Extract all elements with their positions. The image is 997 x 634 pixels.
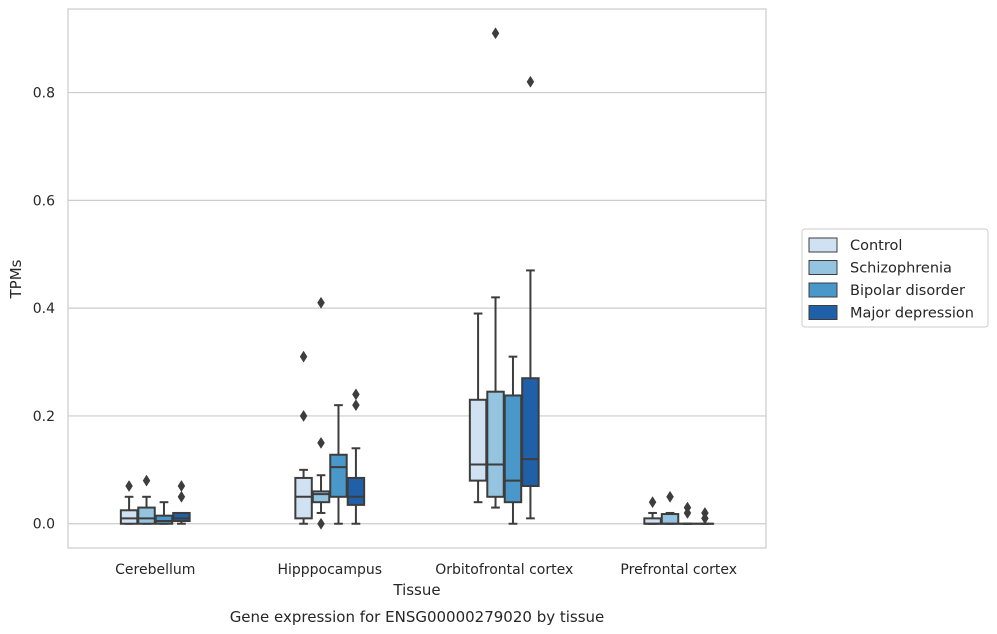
- box-control: [119, 480, 139, 525]
- outlier-marker: [299, 409, 308, 422]
- plot-frame: [67, 8, 767, 549]
- box-major-depression: [521, 75, 540, 520]
- y-tick-label: 0.0: [33, 517, 55, 533]
- box-control: [294, 350, 313, 525]
- box-body: [503, 394, 523, 504]
- outlier-marker: [701, 512, 709, 525]
- legend-swatch: [808, 305, 838, 320]
- outlier-marker: [648, 496, 657, 509]
- box-major-depression: [346, 388, 366, 525]
- box-schizophrenia: [311, 296, 331, 530]
- legend-item: Schizophrenia: [808, 260, 952, 277]
- y-tick-label: 0.2: [33, 409, 55, 425]
- outlier-marker: [683, 506, 692, 519]
- box-body: [346, 476, 366, 506]
- box-bipolar-disorder: [154, 501, 174, 525]
- box-schizophrenia: [137, 474, 156, 525]
- legend-swatch: [808, 282, 838, 298]
- legend: Control Schizophrenia Bipolar disorder Majo…: [801, 228, 989, 328]
- box-bipolar-disorder: [329, 404, 348, 525]
- legend-label: Control: [850, 238, 902, 254]
- box-schizophrenia: [486, 27, 505, 509]
- y-axis-label: TPMs: [7, 259, 25, 299]
- y-tick-label: 0.6: [33, 193, 55, 209]
- box-major-depression: [695, 506, 715, 525]
- box-body: [311, 490, 331, 504]
- x-axis-ticks: Cerebellum Hipppocampus Orbitofrontal cort…: [115, 562, 737, 578]
- box-body: [660, 513, 680, 525]
- x-tick-label: Orbitofrontal cortex: [435, 562, 573, 578]
- outlier-marker: [142, 474, 151, 487]
- legend-item: Major depression: [808, 305, 974, 322]
- box-body: [521, 377, 540, 488]
- outlier-marker: [491, 27, 500, 40]
- x-axis-label: Tissue: [392, 581, 440, 599]
- y-tick-label: 0.4: [33, 301, 55, 317]
- legend-swatch: [808, 237, 838, 253]
- box-body: [294, 476, 313, 520]
- x-tick-label: Prefrontal cortex: [620, 562, 737, 578]
- outlier-marker: [125, 480, 133, 492]
- box-body: [468, 398, 488, 482]
- x-tick-label: Hipppocampus: [277, 562, 382, 578]
- legend-label: Bipolar disorder: [850, 283, 965, 299]
- outlier-marker: [352, 399, 360, 412]
- legend-item: Control: [808, 237, 902, 254]
- box-body: [486, 390, 505, 498]
- box-body: [172, 511, 191, 523]
- box-body: [137, 506, 156, 525]
- outlier-marker: [317, 296, 325, 309]
- legend-label: Major depression: [850, 306, 974, 322]
- legend-label: Schizophrenia: [850, 261, 952, 277]
- outlier-marker: [299, 350, 308, 363]
- y-axis-ticks: 0.0 0.2 0.4 0.6 0.8: [33, 86, 55, 533]
- boxes: [119, 27, 715, 530]
- outlier-marker: [666, 490, 674, 503]
- box-body: [119, 509, 139, 525]
- box-major-depression: [172, 480, 191, 525]
- legend-frame: [801, 228, 989, 328]
- box-schizophrenia: [660, 490, 680, 525]
- legend-item: Bipolar disorder: [808, 282, 965, 299]
- legend-swatch: [808, 260, 838, 275]
- chart-caption: Gene expression for ENSG00000279020 by t…: [230, 608, 605, 626]
- outlier-marker: [526, 75, 535, 88]
- box-body: [329, 453, 348, 498]
- y-tick-label: 0.8: [33, 86, 55, 102]
- box-body: [154, 514, 174, 525]
- outlier-marker: [177, 490, 186, 503]
- x-tick-label: Cerebellum: [115, 562, 195, 578]
- outlier-marker: [317, 517, 325, 530]
- outlier-marker: [317, 436, 325, 449]
- box-bipolar-disorder: [503, 355, 523, 525]
